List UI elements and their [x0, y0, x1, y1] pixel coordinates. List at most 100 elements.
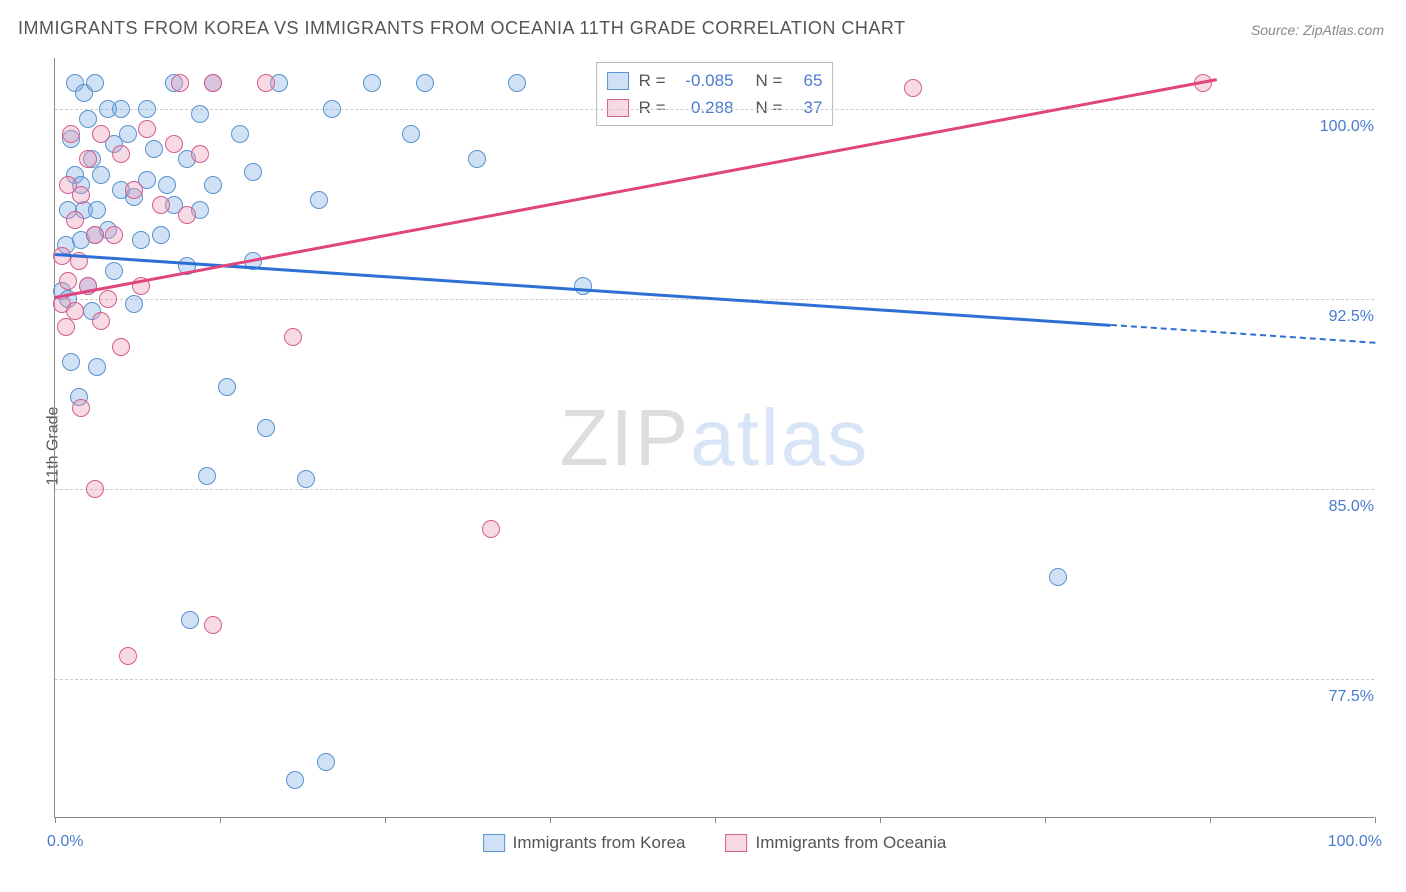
- scatter-point: [152, 196, 170, 214]
- scatter-point: [79, 110, 97, 128]
- x-tick: [880, 817, 881, 823]
- scatter-point: [125, 181, 143, 199]
- legend-label: Immigrants from Korea: [513, 833, 686, 853]
- scatter-point: [574, 277, 592, 295]
- scatter-point: [204, 616, 222, 634]
- stat-n-value: 65: [792, 67, 822, 94]
- scatter-point: [145, 140, 163, 158]
- scatter-point: [181, 611, 199, 629]
- scatter-point: [152, 226, 170, 244]
- scatter-point: [297, 470, 315, 488]
- scatter-point: [158, 176, 176, 194]
- scatter-point: [171, 74, 189, 92]
- stats-box: R =-0.085N =65R =0.288N =37: [596, 62, 834, 126]
- x-tick: [55, 817, 56, 823]
- scatter-point: [310, 191, 328, 209]
- scatter-point: [112, 338, 130, 356]
- legend-label: Immigrants from Oceania: [756, 833, 947, 853]
- scatter-point: [508, 74, 526, 92]
- scatter-point: [482, 520, 500, 538]
- scatter-point: [86, 74, 104, 92]
- scatter-point: [165, 135, 183, 153]
- legend-swatch: [607, 72, 629, 90]
- scatter-point: [72, 186, 90, 204]
- scatter-point: [323, 100, 341, 118]
- scatter-point: [132, 231, 150, 249]
- scatter-point: [88, 358, 106, 376]
- stat-r-value: -0.085: [676, 67, 734, 94]
- scatter-point: [105, 262, 123, 280]
- y-tick-label: 77.5%: [1327, 688, 1376, 706]
- scatter-point: [286, 771, 304, 789]
- x-tick: [220, 817, 221, 823]
- trend-line: [1111, 324, 1375, 344]
- scatter-point: [119, 647, 137, 665]
- y-tick-label: 100.0%: [1318, 118, 1376, 136]
- scatter-point: [86, 480, 104, 498]
- stats-row: R = -0.085 N = 65: [607, 67, 823, 94]
- scatter-point: [62, 353, 80, 371]
- scatter-point: [99, 290, 117, 308]
- scatter-point: [112, 100, 130, 118]
- x-tick: [715, 817, 716, 823]
- scatter-point: [119, 125, 137, 143]
- scatter-point: [191, 145, 209, 163]
- scatter-point: [284, 328, 302, 346]
- x-tick: [385, 817, 386, 823]
- trend-line: [55, 253, 1111, 327]
- chart-title: IMMIGRANTS FROM KOREA VS IMMIGRANTS FROM…: [18, 18, 906, 39]
- scatter-point: [57, 318, 75, 336]
- gridline-h: [55, 489, 1374, 490]
- y-tick-label: 92.5%: [1327, 308, 1376, 326]
- scatter-point: [92, 125, 110, 143]
- watermark-part2: atlas: [690, 393, 869, 482]
- scatter-point: [138, 100, 156, 118]
- x-tick: [550, 817, 551, 823]
- y-tick-label: 85.0%: [1327, 498, 1376, 516]
- stat-n-label: N =: [756, 67, 783, 94]
- scatter-point: [86, 226, 104, 244]
- x-tick: [1210, 817, 1211, 823]
- x-tick: [1375, 817, 1376, 823]
- scatter-point: [1049, 568, 1067, 586]
- scatter-point: [92, 166, 110, 184]
- scatter-point: [191, 105, 209, 123]
- scatter-point: [92, 312, 110, 330]
- scatter-point: [416, 74, 434, 92]
- scatter-point: [72, 399, 90, 417]
- watermark-part1: ZIP: [560, 393, 690, 482]
- x-axis-min-label: 0.0%: [47, 833, 83, 851]
- scatter-point: [204, 74, 222, 92]
- scatter-point: [317, 753, 335, 771]
- stat-r-label: R =: [639, 67, 666, 94]
- gridline-h: [55, 679, 1374, 680]
- gridline-h: [55, 109, 1374, 110]
- x-tick: [1045, 817, 1046, 823]
- legend-swatch: [483, 834, 505, 852]
- plot-area: ZIPatlas R =-0.085N =65R =0.288N =37 Imm…: [54, 58, 1374, 818]
- legend-swatch: [726, 834, 748, 852]
- scatter-point: [79, 150, 97, 168]
- scatter-point: [66, 302, 84, 320]
- legend-item: Immigrants from Oceania: [726, 833, 947, 853]
- scatter-point: [244, 163, 262, 181]
- scatter-point: [257, 74, 275, 92]
- bottom-legend: Immigrants from Korea Immigrants from Oce…: [483, 833, 947, 853]
- scatter-point: [88, 201, 106, 219]
- source-attribution: Source: ZipAtlas.com: [1251, 22, 1384, 38]
- scatter-point: [178, 206, 196, 224]
- scatter-point: [231, 125, 249, 143]
- scatter-point: [59, 272, 77, 290]
- scatter-point: [218, 378, 236, 396]
- watermark: ZIPatlas: [560, 392, 869, 484]
- scatter-point: [62, 125, 80, 143]
- scatter-point: [363, 74, 381, 92]
- legend-item: Immigrants from Korea: [483, 833, 686, 853]
- scatter-point: [402, 125, 420, 143]
- x-axis-max-label: 100.0%: [1328, 833, 1382, 851]
- scatter-point: [112, 145, 130, 163]
- scatter-point: [125, 295, 143, 313]
- scatter-point: [204, 176, 222, 194]
- scatter-point: [105, 226, 123, 244]
- scatter-point: [198, 467, 216, 485]
